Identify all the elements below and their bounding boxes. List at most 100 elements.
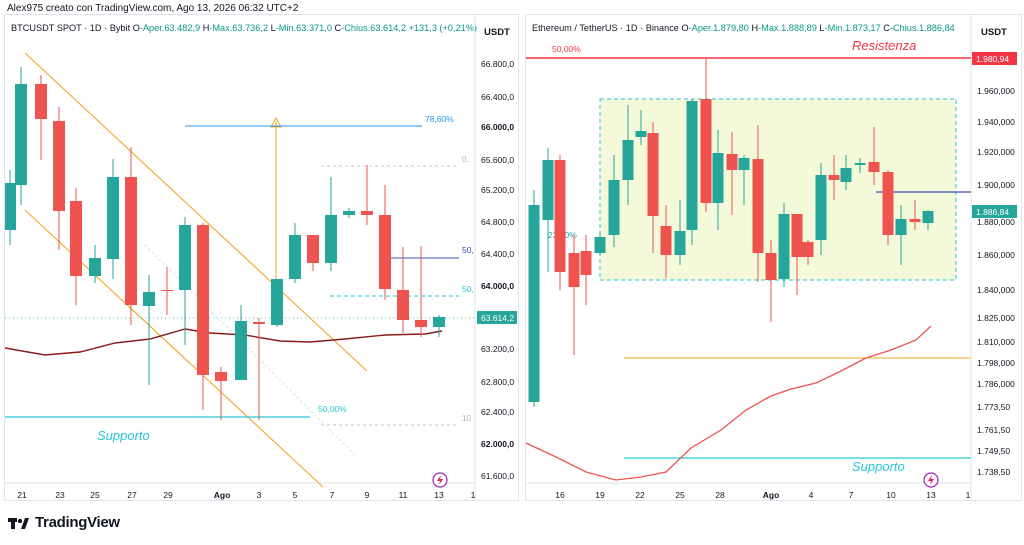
candle[interactable] (179, 217, 191, 345)
date-tick-label: 9 (365, 490, 370, 500)
candle[interactable] (235, 305, 247, 380)
candle[interactable] (528, 190, 540, 407)
eth-last-price: 1.886,84 (976, 207, 1009, 217)
candle[interactable] (161, 267, 173, 315)
candle[interactable] (815, 163, 827, 255)
btc-legend: BTCUSDT SPOT · 1D · Bybit O-Aper.63.482,… (11, 23, 478, 33)
candle[interactable] (922, 210, 934, 230)
candle[interactable] (802, 240, 814, 265)
candle[interactable] (325, 177, 337, 271)
eth-date-axis[interactable]: 16 19 22 25 28 Ago 4 7 10 13 1 (555, 490, 970, 500)
candle[interactable] (674, 200, 686, 265)
candle[interactable] (89, 245, 101, 283)
date-tick-label: 23 (55, 490, 65, 500)
eth-legend: Ethereum / TetherUS · 1D · Binance O-Ape… (532, 23, 955, 33)
chart-header-title: Alex975 creato con TradingView.com, Ago … (7, 3, 299, 14)
candle[interactable] (882, 170, 894, 245)
candle[interactable] (415, 246, 427, 337)
candle[interactable] (542, 148, 554, 272)
date-tick-label: 13 (434, 490, 444, 500)
price-tick-label: 64.800,0 (481, 217, 514, 227)
channel-lower-line[interactable] (24, 209, 324, 488)
candle[interactable] (909, 200, 921, 230)
btc-symbol[interactable]: BTCUSDT SPOT · 1D · Bybit (11, 23, 131, 33)
candle[interactable] (397, 247, 409, 333)
candle[interactable] (726, 132, 738, 215)
candle[interactable] (53, 107, 65, 250)
price-tick-label: 64.400,0 (481, 249, 514, 259)
btc-price-axis[interactable]: 66.800,0 66.400,0 66.000,0 65.600,0 65.200,0… (481, 59, 514, 481)
candle[interactable] (791, 214, 803, 295)
btc-chart-canvas[interactable]: 78,60% 0, 50, 50, 10 50,00% Supporto 66.… (5, 15, 518, 500)
btc-close: -Chius.63.614,2 (341, 23, 407, 33)
candle[interactable] (738, 155, 750, 205)
candle[interactable] (608, 155, 620, 247)
candle[interactable] (307, 235, 319, 271)
candle[interactable] (433, 315, 445, 337)
price-tick-label: 1.761,50 (977, 425, 1010, 435)
eth-price-axis[interactable]: 1.960,000 1.940,000 1.920,000 1.900,000 1.88… (977, 86, 1015, 477)
candle[interactable] (215, 367, 227, 420)
candle[interactable] (752, 125, 764, 282)
candle[interactable] (253, 318, 265, 420)
candle[interactable] (197, 223, 209, 410)
eth-chart-canvas[interactable]: 50,00% Resistenza Supporto 23,20% 1.960,… (526, 15, 1021, 500)
candle[interactable] (712, 130, 724, 230)
btc-change: +131,3 (+0,21%) (408, 23, 478, 33)
fib-786-label: 78,60% (425, 114, 454, 124)
candle[interactable] (778, 203, 790, 287)
candle[interactable] (635, 110, 647, 145)
btc-candles[interactable] (5, 67, 445, 420)
consolidation-box[interactable] (599, 98, 957, 281)
candle[interactable] (15, 67, 27, 205)
eth-low: -Min.1.873,17 (824, 23, 881, 33)
btc-low: -Min.63.371,0 (275, 23, 332, 33)
date-tick-label: 7 (330, 490, 335, 500)
candle[interactable] (271, 279, 283, 327)
candle[interactable] (70, 188, 82, 305)
eth-moving-average-line[interactable] (526, 325, 932, 481)
date-tick-label: 1 (966, 490, 971, 500)
price-tick-label: 1.860,000 (977, 250, 1015, 260)
candle[interactable] (5, 170, 16, 245)
eth-candles[interactable] (528, 58, 934, 407)
candle[interactable] (343, 208, 355, 218)
candle[interactable] (125, 147, 137, 325)
candle[interactable] (765, 240, 777, 322)
candle[interactable] (660, 205, 672, 278)
candle[interactable] (554, 155, 566, 290)
channel-upper-line[interactable] (24, 52, 368, 372)
price-tick-label: 65.200,0 (481, 185, 514, 195)
candle[interactable] (107, 159, 119, 279)
candle[interactable] (854, 158, 866, 173)
eth-symbol[interactable]: Ethereum / TetherUS · 1D · Binance (532, 23, 679, 33)
price-tick-label: 62.800,0 (481, 377, 514, 387)
candle[interactable] (700, 58, 712, 212)
price-tick-label: 1.880,000 (977, 217, 1015, 227)
candle[interactable] (840, 155, 852, 190)
candle[interactable] (580, 235, 592, 305)
btc-date-axis[interactable]: 21 23 25 27 29 Ago 3 5 7 9 11 13 1 (17, 490, 475, 500)
moving-average-line[interactable] (5, 328, 443, 356)
candle[interactable] (379, 185, 391, 300)
tradingview-logo[interactable]: TradingView (8, 514, 120, 531)
candle[interactable] (895, 205, 907, 265)
price-tick-label: 1.738,50 (977, 467, 1010, 477)
btc-chart-panel[interactable]: BTCUSDT SPOT · 1D · Bybit O-Aper.63.482,… (4, 14, 519, 501)
eth-chart-panel[interactable]: Ethereum / TetherUS · 1D · Binance O-Ape… (525, 14, 1022, 501)
candle[interactable] (686, 99, 698, 245)
candle[interactable] (568, 235, 580, 355)
price-tick-label: 62.400,0 (481, 407, 514, 417)
svg-text:0,: 0, (462, 155, 469, 164)
candle[interactable] (361, 165, 373, 225)
candle[interactable] (594, 231, 606, 255)
candle[interactable] (647, 122, 659, 253)
price-tick-label: 1.940,000 (977, 117, 1015, 127)
candle[interactable] (289, 223, 301, 283)
candle[interactable] (828, 155, 840, 200)
price-tick-label: 61.600,0 (481, 471, 514, 481)
candle[interactable] (35, 75, 47, 160)
candle[interactable] (868, 127, 880, 185)
candle[interactable] (143, 275, 155, 385)
candle[interactable] (622, 105, 634, 205)
